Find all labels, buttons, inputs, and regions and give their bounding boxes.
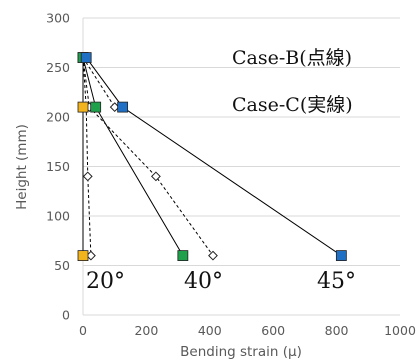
square-marker — [90, 101, 102, 113]
square-marker — [335, 250, 347, 262]
square-marker — [77, 250, 89, 262]
y-tick-label: 150 — [46, 159, 70, 174]
y-tick-label: 0 — [62, 308, 70, 323]
x-tick-label: 0 — [79, 323, 87, 338]
y-tick-label: 250 — [46, 60, 70, 75]
y-tick-label: 300 — [46, 11, 70, 26]
x-tick-label: 800 — [325, 323, 349, 338]
y-tick-label: 50 — [54, 258, 70, 273]
diamond-marker — [208, 250, 218, 261]
series-line-case-b-45deg — [82, 57, 116, 108]
diamond-marker — [151, 171, 161, 182]
x-tick-label: 400 — [198, 323, 222, 338]
series-markers — [77, 52, 347, 262]
x-tick-label: 600 — [261, 323, 285, 338]
x-axis-title: Bending strain (μ) — [180, 344, 302, 360]
square-marker — [77, 101, 89, 113]
diamond-marker — [82, 171, 93, 182]
gridlines — [83, 17, 400, 266]
square-marker — [80, 52, 92, 63]
x-tick-label: 1000 — [384, 323, 416, 338]
angle-40-annotation: 40° — [184, 269, 223, 294]
y-tick-label: 100 — [46, 209, 70, 224]
series-lines — [82, 57, 342, 257]
y-axis-title: Height (mm) — [14, 124, 30, 210]
y-tick-label: 200 — [46, 110, 70, 125]
square-marker — [177, 250, 189, 262]
angle-20-annotation: 20° — [86, 269, 125, 294]
series-line-case-b-20deg — [82, 57, 92, 256]
case-b-annotation: Case-B(点線) — [232, 47, 352, 69]
square-marker — [117, 101, 129, 113]
series-line-case-b-40deg — [82, 57, 214, 256]
tick-labels: 0 50 100 150 200 250 300 0 200 400 600 800 1000 — [46, 11, 416, 339]
case-c-annotation: Case-C(実線) — [232, 94, 353, 116]
angle-45-annotation: 45° — [317, 269, 356, 294]
series-line-case-c-40deg — [82, 57, 184, 256]
x-tick-label: 200 — [134, 323, 158, 338]
